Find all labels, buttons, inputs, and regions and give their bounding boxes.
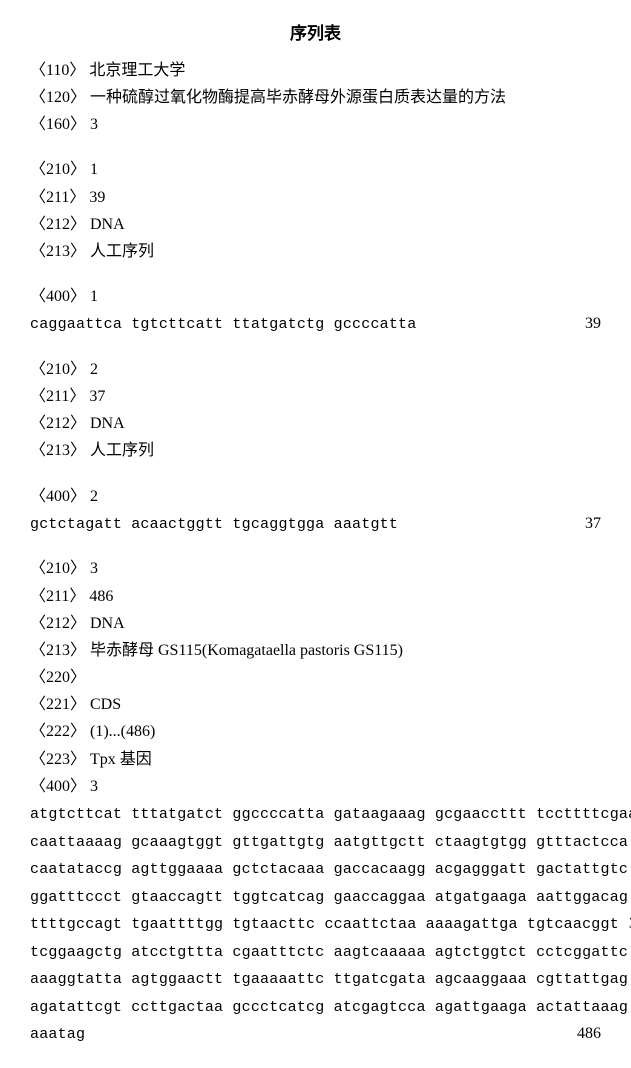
entry-211: 〈211〉 37 [30,383,601,410]
entry-222: 〈222〉 (1)...(486) [30,718,601,745]
sequence-row: ggatttccct gtaaccagtt tggtcatcag gaaccag… [30,883,601,911]
sequence-400-1: 〈400〉 1 caggaattca tgtcttcatt ttatgatctg… [30,283,601,338]
sequence-row: aaatag 486 [30,1020,601,1048]
sequence-row: ttttgccagt tgaattttgg tgtaacttc ccaattct… [30,910,601,938]
sequence-400-2: 〈400〉 2 gctctagatt acaactggtt tgcaggtgga… [30,483,601,538]
sequence-text: ggatttccct gtaaccagtt tggtcatcag gaaccag… [30,885,628,911]
entry-212: 〈212〉 DNA [30,410,601,437]
sequence-row: agatattcgt ccttgactaa gccctcatcg atcgagt… [30,993,601,1021]
sequence-row: tcggaagctg atcctgttta cgaatttctc aagtcaa… [30,938,601,966]
entry-211: 〈211〉 486 [30,583,601,610]
sequence-text: agatattcgt ccttgactaa gccctcatcg atcgagt… [30,995,628,1021]
sequence-text: caattaaaag gcaaagtggt gttgattgtg aatgttg… [30,830,628,856]
sequence-position: 39 [575,310,601,337]
entry-223: 〈223〉 Tpx 基因 [30,746,601,773]
entry-213: 〈213〉 人工序列 [30,238,601,265]
sequence-row: caatataccg agttggaaaa gctctacaaa gaccaca… [30,855,601,883]
entry-212: 〈212〉 DNA [30,610,601,637]
sequence-text: tcggaagctg atcctgttta cgaatttctc aagtcaa… [30,940,628,966]
page-title: 序列表 [30,20,601,49]
sequence-row: atgtcttcat tttatgatct ggccccatta gataaga… [30,800,601,828]
sequence-row: caggaattca tgtcttcatt ttatgatctg gccccat… [30,310,601,338]
entry-213: 〈213〉 毕赤酵母 GS115(Komagataella pastoris G… [30,637,601,664]
sequence-text: caatataccg agttggaaaa gctctacaaa gaccaca… [30,857,628,883]
entry-212: 〈212〉 DNA [30,211,601,238]
sequence-text: atgtcttcat tttatgatct ggccccatta gataaga… [30,802,631,828]
sequence-block-1: 〈210〉 1 〈211〉 39 〈212〉 DNA 〈213〉 人工序列 [30,156,601,265]
sequence-text: caggaattca tgtcttcatt ttatgatctg gccccat… [30,312,416,338]
entry-400: 〈400〉 2 [30,483,601,510]
sequence-row: caattaaaag gcaaagtggt gttgattgtg aatgttg… [30,828,601,856]
entry-211: 〈211〉 39 [30,184,601,211]
sequence-text: aaaggtatta agtggaactt tgaaaaattc ttgatcg… [30,967,628,993]
sequence-row: aaaggtatta agtggaactt tgaaaaattc ttgatcg… [30,965,601,993]
sequence-row: gctctagatt acaactggtt tgcaggtgga aaatgtt… [30,510,601,538]
entry-400: 〈400〉 3 [30,773,601,800]
header-110: 〈110〉 北京理工大学 [30,57,601,84]
sequence-position: 300 [619,910,631,937]
entry-210: 〈210〉 3 [30,555,601,582]
sequence-text: ttttgccagt tgaattttgg tgtaacttc ccaattct… [30,912,619,938]
entry-400: 〈400〉 1 [30,283,601,310]
entry-220: 〈220〉 [30,664,601,691]
entry-213: 〈213〉 人工序列 [30,437,601,464]
sequence-text: aaatag [30,1022,85,1048]
entry-210: 〈210〉 2 [30,356,601,383]
entry-221: 〈221〉 CDS [30,691,601,718]
sequence-block-2: 〈210〉 2 〈211〉 37 〈212〉 DNA 〈213〉 人工序列 [30,356,601,465]
header-120: 〈120〉 一种硫醇过氧化物酶提高毕赤酵母外源蛋白质表达量的方法 [30,84,601,111]
sequence-position: 486 [567,1020,601,1047]
sequence-block-3: 〈210〉 3 〈211〉 486 〈212〉 DNA 〈213〉 毕赤酵母 G… [30,555,601,1047]
sequence-text: gctctagatt acaactggtt tgcaggtgga aaatgtt [30,512,398,538]
entry-210: 〈210〉 1 [30,156,601,183]
sequence-position: 37 [575,510,601,537]
header-160: 〈160〉 3 [30,111,601,138]
